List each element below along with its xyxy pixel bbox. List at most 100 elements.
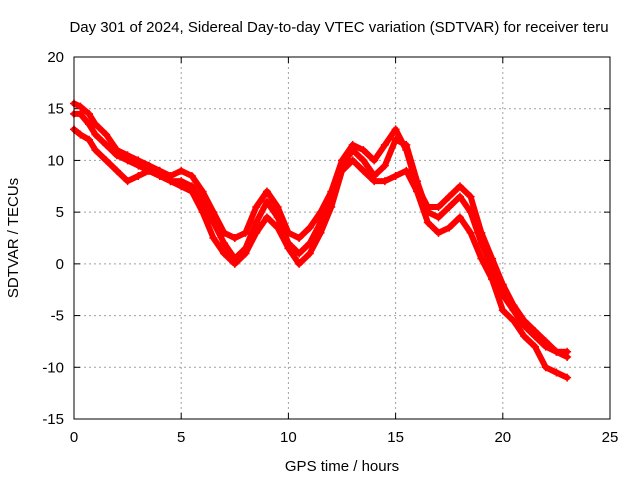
data-point-marker — [380, 177, 389, 186]
chart-title: Day 301 of 2024, Sidereal Day-to-day VTE… — [69, 19, 608, 36]
data-point-marker — [423, 218, 432, 227]
data-point-marker — [477, 239, 486, 248]
data-point-marker — [177, 182, 186, 191]
data-point-marker — [76, 130, 85, 139]
data-point-marker — [220, 249, 229, 258]
data-point-marker — [370, 177, 379, 186]
data-point-marker — [262, 187, 271, 196]
data-point-marker — [134, 171, 143, 180]
data-point-marker — [262, 197, 271, 206]
x-tick-label: 25 — [602, 429, 619, 446]
data-point-marker — [541, 363, 550, 372]
x-tick-label: 20 — [494, 429, 511, 446]
data-point-marker — [520, 321, 529, 330]
series-band — [71, 100, 571, 355]
data-point-marker — [177, 166, 186, 175]
data-point-marker — [155, 171, 164, 180]
data-point-marker — [359, 156, 368, 165]
data-point-marker — [402, 140, 411, 149]
series-band — [71, 126, 571, 381]
data-point-marker — [252, 202, 261, 211]
data-point-marker — [520, 332, 529, 341]
data-point-marker — [230, 259, 239, 268]
data-point-marker — [498, 306, 507, 315]
data-point-marker — [434, 213, 443, 222]
tick-labels: 0 5 10 15 20 25 -15 -10 -5 0 5 10 15 20 — [42, 49, 618, 446]
data-point-marker — [370, 156, 379, 165]
data-point-marker — [455, 192, 464, 201]
y-axis-label: SDTVAR / TECUs — [5, 178, 22, 298]
data-point-marker — [391, 171, 400, 180]
series-track-3 — [70, 125, 572, 382]
data-point-marker — [85, 135, 94, 144]
data-point-marker — [380, 161, 389, 170]
data-point-marker — [402, 166, 411, 175]
data-point-marker — [359, 166, 368, 175]
data-point-marker — [295, 259, 304, 268]
data-series — [70, 99, 572, 382]
y-tick-label: 0 — [56, 256, 64, 273]
data-point-marker — [445, 202, 454, 211]
plot-frame — [73, 56, 611, 420]
data-point-marker — [273, 223, 282, 232]
y-tick-label: -10 — [42, 359, 64, 376]
x-axis-label: GPS time / hours — [285, 458, 399, 475]
data-point-marker — [91, 146, 100, 155]
data-point-marker — [166, 177, 175, 186]
data-point-marker — [552, 347, 561, 356]
data-point-marker — [295, 234, 304, 242]
data-point-marker — [295, 249, 304, 258]
data-point-marker — [262, 213, 271, 222]
data-point-marker — [134, 161, 143, 170]
data-point-marker — [391, 135, 400, 144]
data-point-marker — [76, 102, 85, 111]
data-point-marker — [102, 130, 111, 139]
data-point-marker — [187, 171, 196, 180]
data-point-marker — [187, 187, 196, 196]
data-point-marker — [112, 151, 121, 160]
data-point-marker — [123, 156, 132, 165]
data-point-marker — [241, 228, 250, 237]
data-point-marker — [348, 156, 357, 165]
data-point-marker — [434, 202, 443, 211]
y-tick-label: -15 — [42, 411, 64, 428]
data-point-marker — [76, 109, 85, 118]
data-point-marker — [509, 316, 518, 325]
axis-ticks — [73, 56, 611, 420]
x-tick-label: 0 — [70, 429, 78, 446]
data-point-marker — [445, 192, 454, 201]
data-point-marker — [391, 125, 400, 134]
data-point-marker — [284, 244, 293, 253]
data-point-marker — [305, 249, 314, 258]
data-point-marker — [91, 130, 100, 139]
data-point-marker — [112, 166, 121, 175]
data-point-marker — [102, 156, 111, 165]
data-point-marker — [563, 352, 572, 361]
data-point-marker — [359, 146, 368, 155]
data-point-marker — [85, 120, 94, 129]
x-tick-label: 5 — [177, 429, 185, 446]
data-point-marker — [509, 306, 518, 315]
data-point-marker — [316, 228, 325, 237]
data-point-marker — [530, 342, 539, 351]
grid — [74, 57, 610, 419]
data-point-marker — [145, 166, 154, 175]
data-point-marker — [102, 140, 111, 149]
data-point-marker — [445, 223, 454, 232]
data-point-marker — [273, 202, 282, 211]
data-point-marker — [198, 208, 207, 217]
data-point-marker — [338, 166, 346, 175]
data-point-marker — [348, 146, 357, 155]
data-point-marker — [563, 373, 572, 382]
data-point-marker — [488, 275, 497, 284]
y-tick-label: 15 — [47, 101, 64, 118]
data-point-marker — [209, 218, 218, 227]
data-point-marker — [85, 109, 94, 118]
y-tick-label: 20 — [47, 49, 64, 66]
data-point-marker — [252, 218, 261, 227]
data-point-marker — [220, 239, 229, 248]
y-tick-label: 10 — [47, 152, 64, 169]
data-point-marker — [466, 208, 475, 217]
data-point-marker — [541, 342, 550, 351]
